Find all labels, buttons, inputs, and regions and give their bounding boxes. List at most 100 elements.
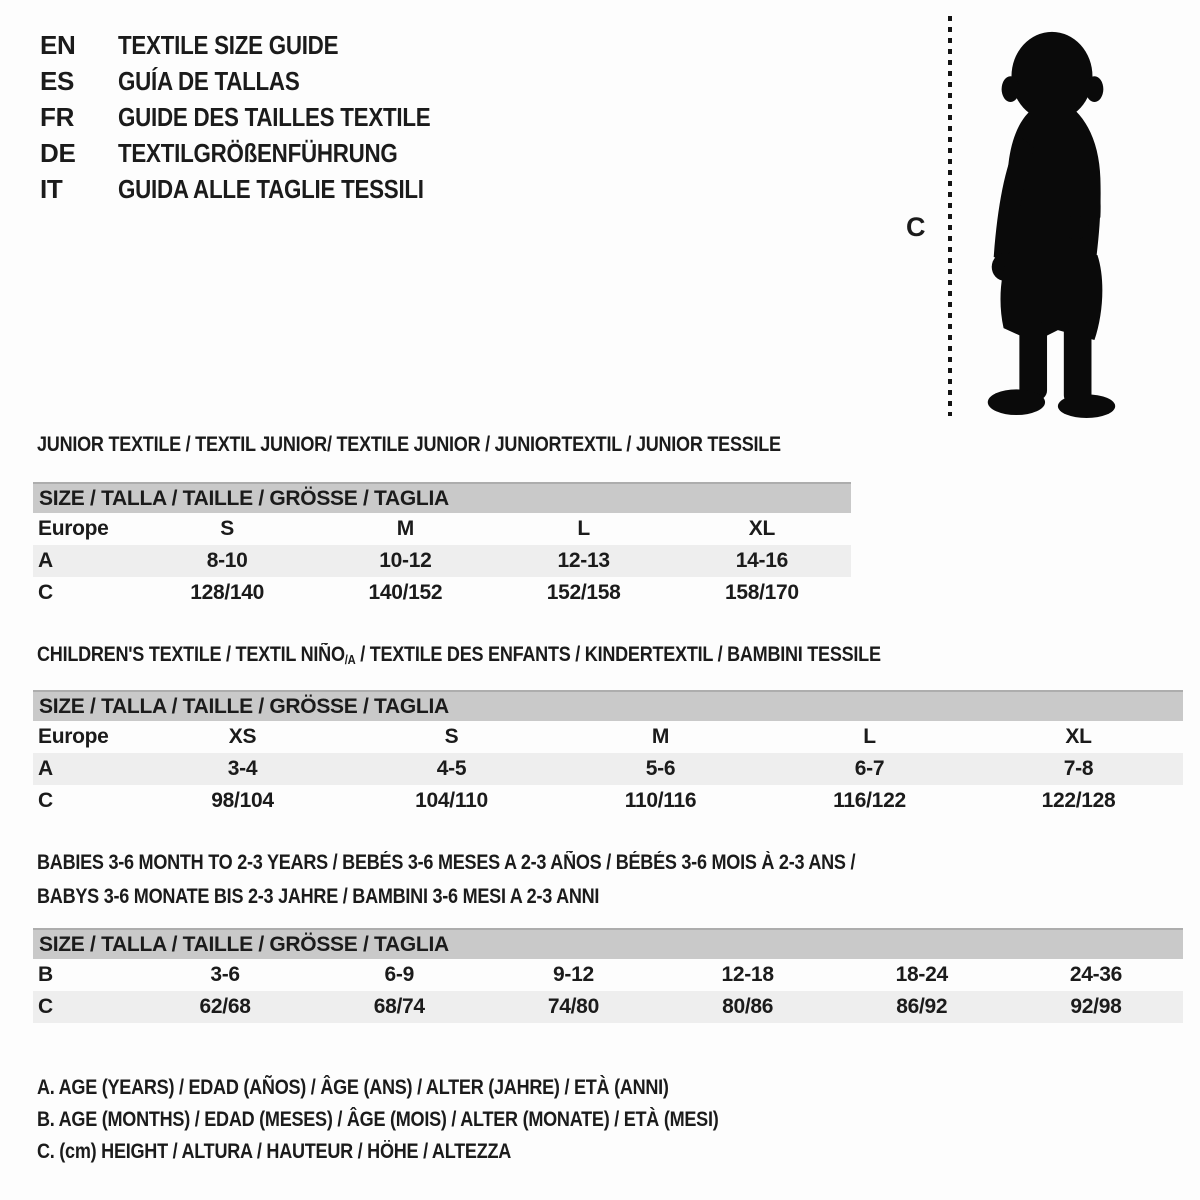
table-cell: 92/98 (1070, 995, 1122, 1018)
table-cell: 4-5 (436, 757, 467, 780)
table-cell: 116/122 (833, 789, 906, 812)
legend-age-months: B. AGE (MONTHS) / EDAD (MESES) / ÂGE (MO… (37, 1104, 829, 1136)
table-row: A 8-10 10-12 12-13 14-16 (33, 545, 851, 577)
table-row: B 3-6 6-9 9-12 12-18 18-24 24-36 (33, 959, 1183, 991)
table-cell: 158/170 (724, 581, 799, 604)
table-cell: 122/128 (1041, 789, 1116, 812)
table-cell: M (651, 725, 670, 748)
measure-label-c: C (906, 212, 926, 242)
language-row: EN TEXTILE SIZE GUIDE (40, 27, 481, 63)
junior-section-heading-text: JUNIOR TEXTILE / TEXTIL JUNIOR/ TEXTILE … (37, 433, 781, 456)
babies-heading-line1-text: BABIES 3-6 MONTH TO 2-3 YEARS / BEBÉS 3-… (37, 851, 856, 874)
junior-size-table: SIZE / TALLA / TAILLE / GRÖSSE / TAGLIA … (33, 482, 851, 609)
table-cell: 18-24 (895, 963, 949, 986)
table-cell: 6-7 (854, 757, 885, 780)
toddler-silhouette-image (987, 31, 1116, 419)
nino-a-subscript: /A (344, 651, 356, 667)
table-cell: 8-10 (206, 549, 248, 572)
row-label: B (38, 963, 53, 986)
table-cell: 98/104 (211, 789, 274, 812)
row-label: C (38, 995, 53, 1018)
legend-age-years-text: A. AGE (YEARS) / EDAD (AÑOS) / ÂGE (ANS)… (37, 1076, 669, 1099)
table-cell: 10-12 (379, 549, 432, 572)
language-header: EN TEXTILE SIZE GUIDE ES GUÍA DE TALLAS … (40, 27, 481, 207)
guide-title: TEXTILGRÖßENFÜHRUNG (118, 137, 398, 168)
language-row: IT GUIDA ALLE TAGLIE TESSILI (40, 171, 481, 207)
table-row: Europe S M L XL (33, 513, 851, 545)
table-cell: L (577, 517, 590, 540)
table-cell: 128/140 (190, 581, 265, 604)
row-label: C (38, 581, 53, 604)
table-cell: 7-8 (1063, 757, 1094, 780)
table-cell: 86/92 (896, 995, 948, 1018)
table-cell: XL (748, 517, 776, 540)
table-cell: 5-6 (645, 757, 676, 780)
height-measure-dashed-line (948, 16, 952, 416)
table-cell: 14-16 (735, 549, 789, 572)
table-row: Europe XS S M L XL (33, 721, 1183, 753)
babies-heading-line2-text: BABYS 3-6 MONATE BIS 2-3 JAHRE / BAMBINI… (37, 885, 600, 908)
table-cell: 12-13 (557, 549, 611, 572)
table-cell: S (444, 725, 459, 748)
size-header-bar: SIZE / TALLA / TAILLE / GRÖSSE / TAGLIA (33, 690, 1183, 721)
language-row: FR GUIDE DES TAILLES TEXTILE (40, 99, 481, 135)
table-cell: 74/80 (547, 995, 599, 1018)
guide-title: GUIDE DES TAILLES TEXTILE (118, 101, 431, 132)
legend-height-cm-text: C. (cm) HEIGHT / ALTURA / HAUTEUR / HÖHE… (37, 1140, 512, 1163)
language-row: ES GUÍA DE TALLAS (40, 63, 481, 99)
table-cell: M (396, 517, 415, 540)
legend-height-cm: C. (cm) HEIGHT / ALTURA / HAUTEUR / HÖHE… (37, 1136, 829, 1168)
legend-age-years: A. AGE (YEARS) / EDAD (AÑOS) / ÂGE (ANS)… (37, 1072, 829, 1104)
table-cell: 24-36 (1069, 963, 1123, 986)
row-label: A (38, 549, 53, 572)
table-cell: XL (1065, 725, 1092, 748)
legend-age-months-text: B. AGE (MONTHS) / EDAD (MESES) / ÂGE (MO… (37, 1108, 719, 1131)
language-code: FR (40, 101, 75, 132)
row-label: C (38, 789, 53, 812)
language-row: DE TEXTILGRÖßENFÜHRUNG (40, 135, 481, 171)
table-cell: 6-9 (384, 963, 415, 986)
size-header-bar: SIZE / TALLA / TAILLE / GRÖSSE / TAGLIA (33, 482, 851, 513)
table-cell: 62/68 (199, 995, 251, 1018)
table-cell: S (220, 517, 234, 540)
table-row: C 98/104 104/110 110/116 116/122 122/128 (33, 785, 1183, 817)
table-cell: 12-18 (721, 963, 774, 986)
table-row: C 128/140 140/152 152/158 158/170 (33, 577, 851, 609)
table-row: C 62/68 68/74 74/80 80/86 86/92 92/98 (33, 991, 1183, 1023)
table-cell: 9-12 (553, 963, 594, 986)
table-cell: L (863, 725, 876, 748)
table-cell: 3-6 (210, 963, 240, 986)
babies-section-heading-line1: BABIES 3-6 MONTH TO 2-3 YEARS / BEBÉS 3-… (37, 851, 988, 875)
language-code: EN (40, 29, 76, 60)
table-cell: XS (228, 725, 257, 748)
row-label: Europe (38, 517, 109, 540)
table-cell: 152/158 (546, 581, 621, 604)
guide-title: GUÍA DE TALLAS (118, 65, 300, 96)
row-label: A (38, 757, 53, 780)
table-cell: 140/152 (368, 581, 443, 604)
size-header-bar: SIZE / TALLA / TAILLE / GRÖSSE / TAGLIA (33, 928, 1183, 959)
size-header-label: SIZE / TALLA / TAILLE / GRÖSSE / TAGLIA (39, 486, 449, 510)
table-cell: 104/110 (415, 789, 488, 812)
size-header-label: SIZE / TALLA / TAILLE / GRÖSSE / TAGLIA (39, 694, 449, 718)
children-heading-pre: CHILDREN'S TEXTILE / TEXTIL NIÑO (37, 643, 345, 666)
guide-title: TEXTILE SIZE GUIDE (118, 29, 339, 60)
language-code: DE (40, 137, 76, 168)
legend: A. AGE (YEARS) / EDAD (AÑOS) / ÂGE (ANS)… (37, 1072, 829, 1168)
table-cell: 68/74 (373, 995, 425, 1018)
children-section-heading: CHILDREN'S TEXTILE / TEXTIL NIÑO/A / TEX… (37, 643, 1018, 672)
size-header-label: SIZE / TALLA / TAILLE / GRÖSSE / TAGLIA (39, 932, 449, 956)
row-label: Europe (38, 725, 109, 748)
language-code: IT (40, 173, 63, 204)
table-cell: 80/86 (722, 995, 774, 1018)
babies-size-table: SIZE / TALLA / TAILLE / GRÖSSE / TAGLIA … (33, 928, 1183, 1023)
children-heading-post: / TEXTILE DES ENFANTS / KINDERTEXTIL / B… (355, 643, 881, 666)
table-cell: 3-4 (227, 757, 258, 780)
babies-section-heading-line2: BABYS 3-6 MONATE BIS 2-3 JAHRE / BAMBINI… (37, 885, 691, 909)
table-row: A 3-4 4-5 5-6 6-7 7-8 (33, 753, 1183, 785)
children-size-table: SIZE / TALLA / TAILLE / GRÖSSE / TAGLIA … (33, 690, 1183, 817)
guide-title: GUIDA ALLE TAGLIE TESSILI (118, 173, 424, 204)
junior-section-heading: JUNIOR TEXTILE / TEXTIL JUNIOR/ TEXTILE … (37, 433, 902, 457)
language-code: ES (40, 65, 75, 96)
